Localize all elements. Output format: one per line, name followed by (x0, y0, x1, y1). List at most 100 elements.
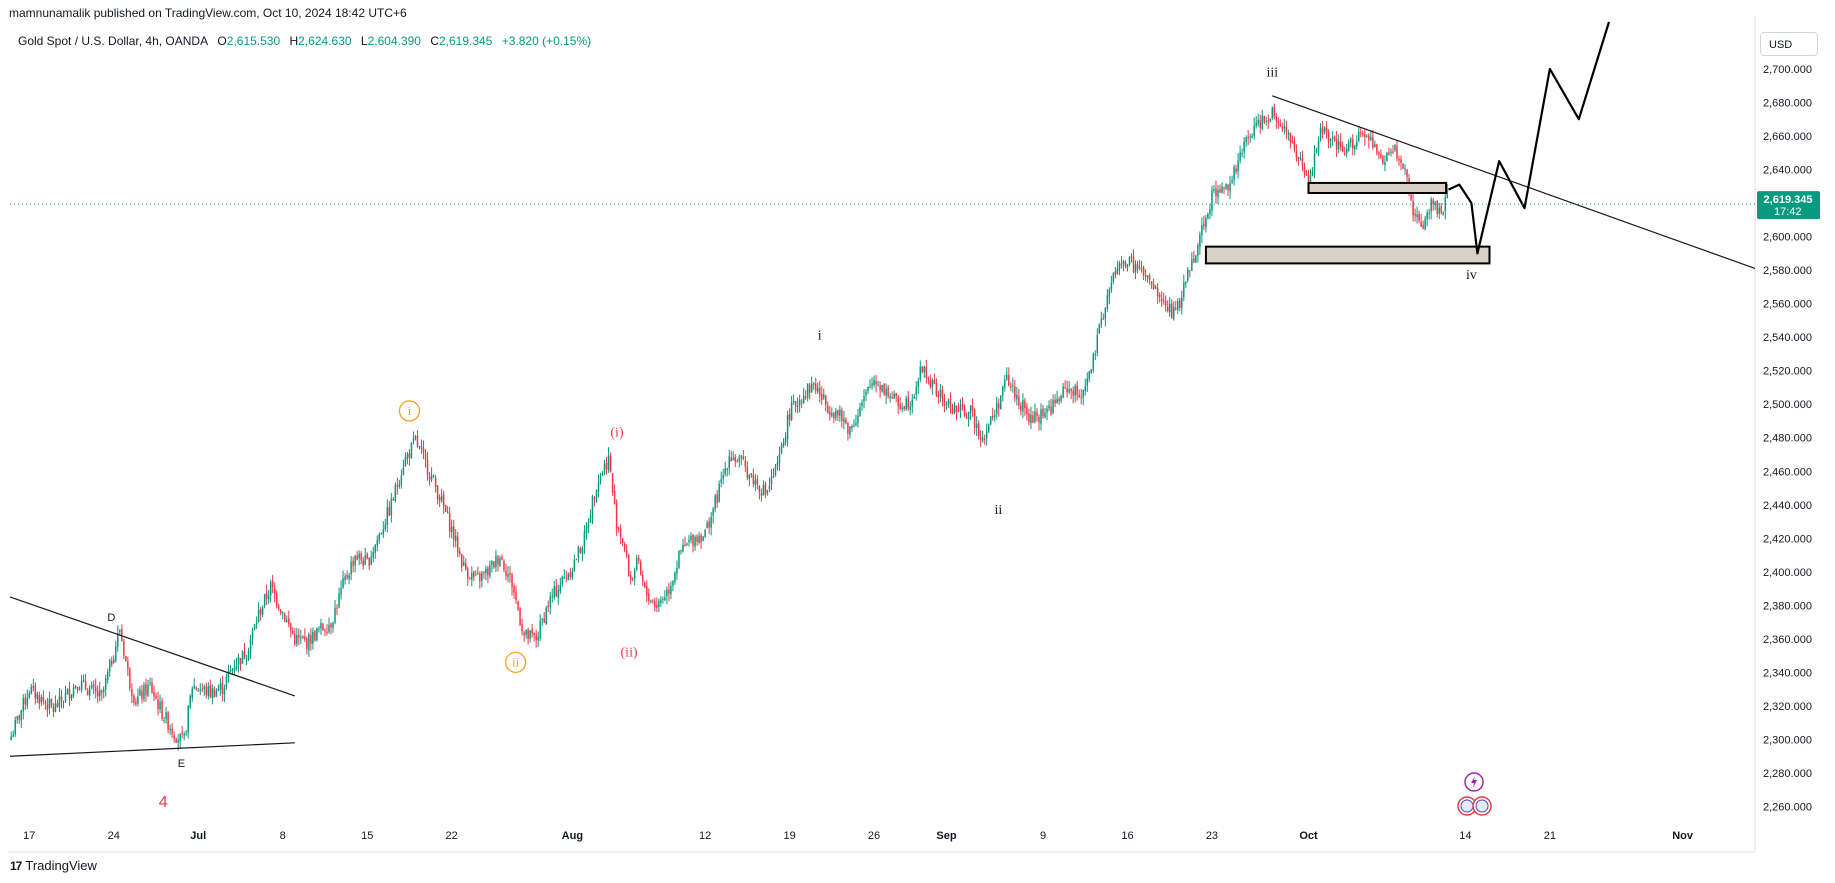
candle-body (1223, 187, 1225, 189)
candle-body (794, 401, 797, 407)
candle-body (1004, 379, 1006, 388)
candle-body (1028, 413, 1030, 423)
candle-body (1102, 318, 1105, 320)
candle-body (1030, 414, 1032, 423)
currency-button[interactable]: USD (1760, 32, 1818, 56)
candle-body (1114, 271, 1117, 275)
candle-body (217, 689, 220, 691)
candle-body (1152, 283, 1155, 289)
candle-body (1398, 158, 1400, 161)
candle-body (804, 396, 807, 399)
candle-body (1241, 153, 1243, 155)
tradingview-logo[interactable]: 17 TradingView (10, 858, 97, 873)
candle-body (1420, 221, 1422, 227)
candle-body (50, 698, 53, 706)
candle-body (774, 466, 777, 476)
candle-body (368, 557, 370, 567)
candle-body (454, 535, 457, 542)
candle-body (800, 401, 803, 403)
candle-body (197, 690, 200, 692)
candle-body (1116, 268, 1119, 274)
candle-body (583, 531, 586, 547)
x-tick-label: Sep (936, 830, 956, 842)
wave-label: ii (994, 503, 1002, 518)
candle-body (1275, 115, 1278, 121)
candle-body (414, 436, 417, 439)
candle-body (10, 736, 12, 740)
candle-body (853, 425, 855, 427)
candle-body (555, 585, 558, 597)
candle-body (1261, 115, 1263, 129)
candle-body (802, 395, 805, 403)
candle-body (495, 555, 497, 568)
candle-body (847, 423, 849, 434)
candle-body (744, 460, 747, 467)
candle-body (660, 599, 662, 603)
candle-body (857, 415, 859, 424)
candle-body (115, 646, 117, 661)
candle-body (684, 544, 686, 546)
candle-body (388, 506, 391, 516)
candle-body (1090, 369, 1093, 374)
candle-body (1046, 408, 1048, 413)
candle-body (672, 580, 674, 586)
candle-body (835, 410, 837, 419)
candle-body (1068, 389, 1070, 393)
candle-body (1227, 184, 1229, 190)
candle-body (1024, 400, 1026, 409)
candle-body (1281, 127, 1284, 130)
candle-body (750, 473, 753, 476)
candle-body (796, 405, 799, 407)
candle-body (531, 629, 533, 634)
candle-body (465, 563, 467, 570)
candle-body (438, 497, 441, 501)
candle-body (1426, 212, 1428, 220)
candle-body (255, 622, 258, 625)
candle-body (16, 716, 18, 720)
candle-body (207, 686, 210, 697)
candle-body (356, 555, 358, 560)
candle-body (1185, 281, 1187, 284)
candle-body (275, 593, 278, 606)
candle-body (627, 555, 630, 576)
high-label: H (289, 34, 299, 48)
candle-body (917, 380, 920, 388)
candle-body (1174, 308, 1177, 310)
candle-body (1382, 156, 1384, 164)
x-tick-label: 15 (361, 830, 373, 842)
candle-body (12, 734, 14, 737)
candle-body (352, 560, 354, 566)
triangle-upper-line (9, 596, 295, 697)
candle-body (288, 618, 290, 624)
candle-body (1154, 286, 1157, 289)
candle-body (1134, 264, 1137, 273)
candle-body (257, 609, 260, 622)
candle-body (1347, 141, 1350, 151)
candle-body (589, 516, 592, 523)
candle-body (1062, 386, 1064, 398)
candle-body (1000, 395, 1002, 410)
candle-body (442, 494, 445, 507)
candle-body (1293, 141, 1296, 151)
candle-body (1104, 308, 1107, 319)
candle-body (277, 605, 280, 609)
candle-body (227, 671, 230, 678)
x-tick-label: 23 (1206, 830, 1218, 842)
candle-body (895, 393, 897, 397)
candle-body (46, 704, 49, 710)
candle-body (153, 691, 155, 697)
candle-body (181, 732, 183, 734)
candle-body (1255, 122, 1257, 127)
candle-body (975, 424, 978, 428)
candle-body (993, 415, 996, 418)
candle-body (467, 568, 469, 578)
candle-body (700, 535, 702, 543)
candle-body (161, 700, 163, 719)
candle-body (111, 660, 113, 665)
x-tick-label: 16 (1121, 830, 1133, 842)
candle-body (30, 686, 33, 694)
candle-body (302, 635, 304, 639)
candle-body (426, 459, 429, 476)
candle-body (1022, 400, 1024, 412)
